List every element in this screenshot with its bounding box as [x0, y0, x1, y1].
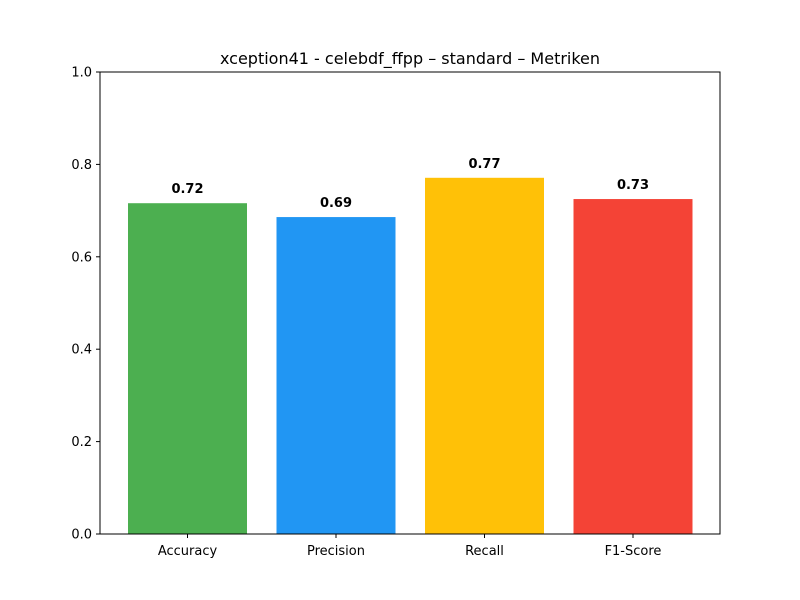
y-axis-ticks: 0.0 0.2 0.4 0.6 0.8 1.0	[71, 66, 100, 543]
bar-f1-score	[573, 199, 693, 535]
x-tick-label-precision: Precision	[307, 544, 365, 559]
bar-recall	[425, 177, 544, 534]
x-tick-label-recall: Recall	[465, 544, 504, 559]
y-tick-label-2: 0.4	[71, 343, 92, 358]
bar-labels-group: 0.72 0.69 0.77 0.73	[171, 157, 649, 211]
bars-group	[128, 177, 693, 535]
x-axis-ticks: Accuracy Precision Recall F1-Score	[158, 534, 662, 559]
y-tick-label-4: 0.8	[71, 158, 92, 173]
bar-value-label-accuracy: 0.72	[171, 182, 203, 197]
bar-value-label-precision: 0.69	[320, 196, 352, 211]
x-tick-label-accuracy: Accuracy	[158, 544, 218, 559]
bar-value-label-f1-score: 0.73	[617, 178, 649, 193]
plot-frame	[99, 71, 721, 535]
chart-title: xception41 - celebdf_ffpp – standard – M…	[220, 49, 600, 69]
bar-accuracy	[128, 203, 247, 534]
y-tick-label-1: 0.2	[71, 435, 92, 450]
bar-precision	[276, 217, 396, 534]
y-tick-label-0: 0.0	[71, 528, 92, 543]
y-tick-label-5: 1.0	[71, 66, 92, 81]
x-tick-label-f1-score: F1-Score	[605, 544, 662, 559]
y-tick-label-3: 0.6	[71, 250, 92, 265]
bar-value-label-recall: 0.77	[468, 157, 500, 172]
